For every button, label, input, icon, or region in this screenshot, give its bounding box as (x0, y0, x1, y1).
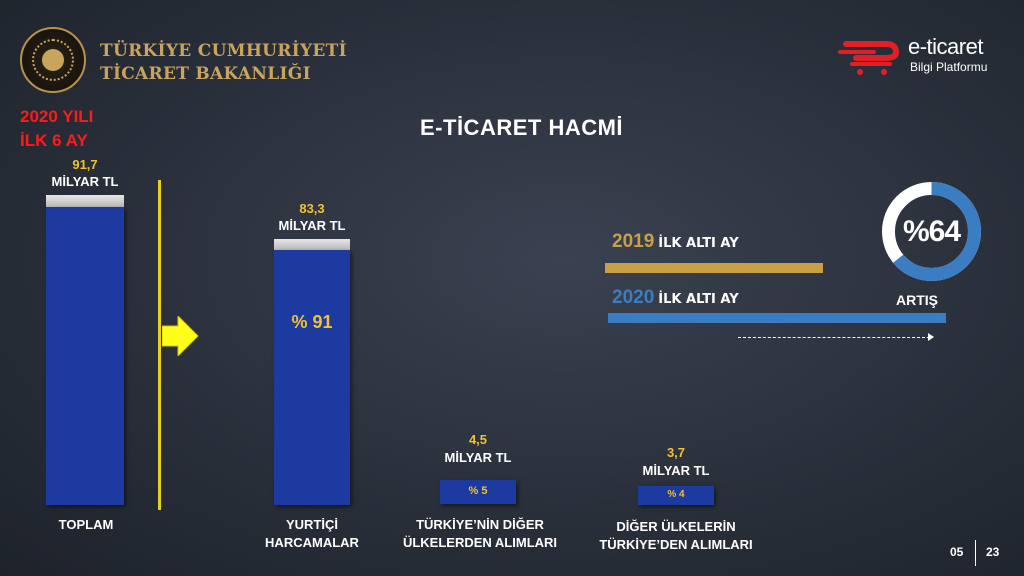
category-label-yurtici: YURTİÇİ HARCAMALAR (248, 516, 376, 552)
category-line1: YURTİÇİ (286, 517, 338, 532)
category-line2: HARCAMALAR (265, 535, 359, 550)
growth-donut (882, 182, 981, 281)
page-title: E-TİCARET HACMİ (420, 115, 624, 140)
bar-ihracat (638, 486, 714, 505)
growth-arrowhead-icon (928, 333, 934, 341)
category-line1: TÜRKİYE’NİN DİĞER (416, 517, 544, 532)
bar-value-toplam: 91,7 (72, 157, 98, 172)
growth-label: ARTIŞ (896, 292, 938, 308)
growth-donut-arc (882, 182, 981, 281)
growth-dashed-line (738, 337, 930, 338)
label-2020: 2020 İLK ALTI AY (612, 287, 739, 309)
bar-unit-yurtici: MİLYAR TL (278, 218, 346, 233)
ministry-name: TÜRKİYE CUMHURİYETİ TİCARET BAKANLIĞI (100, 40, 347, 86)
category-label-ihracat: DİĞER ÜLKELERİN TÜRKİYE’DEN ALIMLARI (584, 518, 768, 554)
period-label: 2020 YILI İLK 6 AY (20, 105, 93, 153)
bar-yurtici (274, 250, 350, 505)
bar-unit-toplam: MİLYAR TL (51, 174, 119, 189)
arrow-right-icon (162, 316, 199, 356)
ministry-line2: TİCARET BAKANLIĞI (100, 64, 311, 84)
period-line2: İLK 6 AY (20, 131, 88, 150)
category-label-toplam: TOPLAM (58, 517, 114, 532)
bar-cap-toplam (46, 195, 124, 207)
ministry-line1: TÜRKİYE CUMHURİYETİ (100, 41, 347, 61)
bar-value-yurtdisi: 4,5 (468, 432, 488, 447)
ministry-seal-icon (20, 27, 86, 93)
period-2020: İLK ALTI AY (658, 292, 739, 307)
bar-line-2020 (608, 313, 946, 323)
category-label-yurtdisi: TÜRKİYE’NİN DİĞER ÜLKELERDEN ALIMLARI (396, 516, 564, 552)
bar-value-yurtici: 83,3 (299, 201, 325, 216)
label-2019: 2019 İLK ALTI AY (612, 231, 739, 253)
page-current: 05 (950, 545, 964, 559)
period-2019: İLK ALTI AY (658, 236, 739, 251)
page-total: 23 (986, 545, 1000, 559)
logo-title: e-ticaret (908, 34, 983, 59)
year-2020: 2020 (612, 287, 655, 308)
category-line2: ÜLKELERDEN ALIMLARI (402, 535, 558, 550)
divider-line (158, 180, 161, 510)
bar-percent-yurtici: % 91 (291, 312, 333, 332)
bar-percent-ihracat: % 4 (667, 489, 685, 500)
bar-percent-yurtdisi: % 5 (468, 485, 488, 497)
bar-line-2019 (605, 263, 823, 273)
bar-yurtdisi (440, 480, 516, 504)
bar-toplam (46, 207, 124, 505)
bar-cap-yurtici (274, 239, 350, 250)
bar-value-ihracat: 3,7 (666, 445, 686, 460)
logo-subtitle: Bilgi Platformu (910, 60, 988, 74)
eticaret-cart-icon (838, 41, 900, 75)
category-line1: DİĞER ÜLKELERİN (616, 519, 736, 534)
page-separator (975, 540, 976, 566)
period-line1: 2020 YILI (20, 107, 94, 126)
growth-value: %64 (902, 214, 961, 248)
bar-unit-ihracat: MİLYAR TL (642, 463, 710, 478)
year-2019: 2019 (612, 231, 655, 252)
bar-unit-yurtdisi: MİLYAR TL (444, 450, 512, 465)
category-line2: TÜRKİYE’DEN ALIMLARI (599, 537, 753, 552)
